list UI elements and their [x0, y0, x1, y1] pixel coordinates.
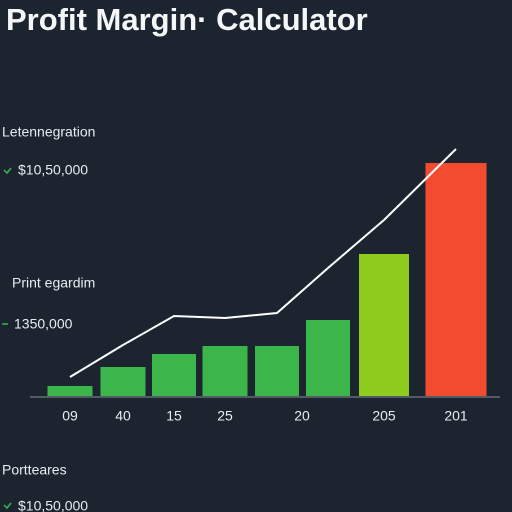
x-tick-label: 25 — [217, 408, 233, 424]
bar — [152, 354, 196, 396]
side-value: 1350,000 — [14, 316, 73, 332]
bar — [425, 163, 487, 396]
x-tick-label: 205 — [372, 408, 396, 424]
chart-title: Profit Margin· Calculator — [6, 2, 368, 37]
bar — [306, 320, 350, 396]
x-tick-label: 40 — [115, 408, 131, 424]
bar — [100, 367, 146, 396]
bar — [359, 254, 409, 396]
x-tick-label: 20 — [294, 408, 310, 424]
side-label: Portteares — [2, 462, 67, 478]
x-tick-label: 15 — [166, 408, 182, 424]
bar — [255, 346, 299, 396]
trend-line — [69, 148, 457, 378]
check-icon — [3, 167, 12, 175]
side-value: $10,50,000 — [18, 162, 88, 178]
side-label: Print egardim — [12, 275, 95, 291]
bar — [47, 386, 93, 396]
x-tick-label: 09 — [62, 408, 78, 424]
side-value: $10,50,000 — [18, 498, 88, 512]
check-icon — [3, 502, 12, 510]
bar — [202, 346, 248, 396]
x-tick-label: 201 — [444, 408, 468, 424]
side-label: Letennegration — [2, 124, 95, 140]
